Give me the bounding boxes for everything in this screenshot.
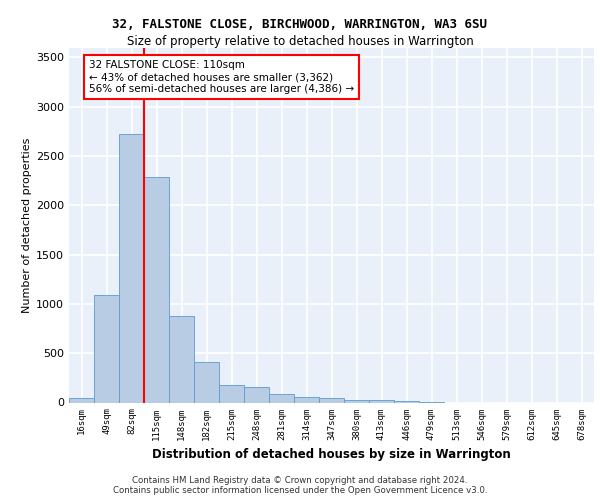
Text: 32, FALSTONE CLOSE, BIRCHWOOD, WARRINGTON, WA3 6SU: 32, FALSTONE CLOSE, BIRCHWOOD, WARRINGTO… bbox=[113, 18, 487, 30]
Text: Contains HM Land Registry data © Crown copyright and database right 2024.: Contains HM Land Registry data © Crown c… bbox=[132, 476, 468, 485]
Bar bbox=[344, 400, 369, 402]
Bar bbox=[319, 398, 344, 402]
Bar bbox=[69, 398, 94, 402]
Text: Contains public sector information licensed under the Open Government Licence v3: Contains public sector information licen… bbox=[113, 486, 487, 495]
Bar bbox=[219, 385, 244, 402]
Bar bbox=[144, 176, 169, 402]
Text: 32 FALSTONE CLOSE: 110sqm
← 43% of detached houses are smaller (3,362)
56% of se: 32 FALSTONE CLOSE: 110sqm ← 43% of detac… bbox=[89, 60, 354, 94]
Text: Size of property relative to detached houses in Warrington: Size of property relative to detached ho… bbox=[127, 35, 473, 48]
Bar bbox=[119, 134, 144, 402]
Bar bbox=[94, 295, 119, 403]
X-axis label: Distribution of detached houses by size in Warrington: Distribution of detached houses by size … bbox=[152, 448, 511, 461]
Bar bbox=[169, 316, 194, 402]
Bar bbox=[269, 394, 294, 402]
Bar bbox=[244, 386, 269, 402]
Bar bbox=[369, 400, 394, 402]
Bar bbox=[394, 401, 419, 402]
Bar bbox=[294, 396, 319, 402]
Y-axis label: Number of detached properties: Number of detached properties bbox=[22, 138, 32, 312]
Bar bbox=[194, 362, 219, 403]
